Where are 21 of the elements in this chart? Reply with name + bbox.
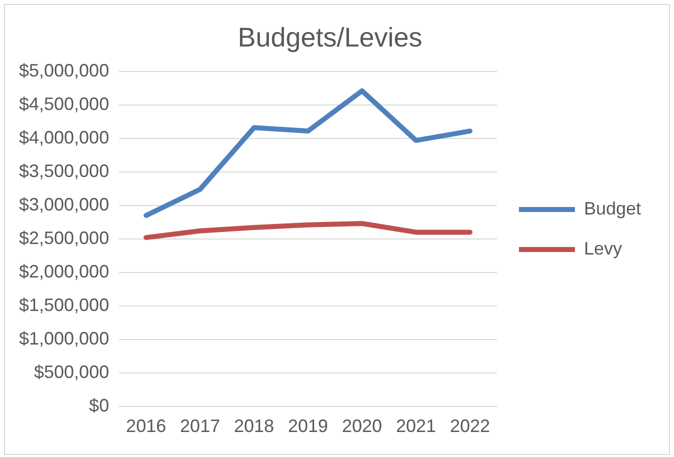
- x-tick-label: 2016: [126, 416, 166, 436]
- x-tick-label: 2022: [450, 416, 490, 436]
- y-tick-label: $500,000: [34, 362, 110, 382]
- y-tick-label: $4,000,000: [18, 127, 110, 148]
- y-tick-label: $2,000,000: [18, 261, 110, 282]
- y-tick-label: $4,500,000: [18, 94, 110, 114]
- y-tick-label: $1,500,000: [18, 294, 110, 315]
- x-tick-label: 2018: [234, 416, 274, 436]
- chart-title: Budgets/Levies: [238, 22, 422, 53]
- x-tick-label: 2020: [342, 416, 382, 436]
- y-tick-label: $0: [89, 395, 110, 416]
- y-tick-label: $5,000,000: [18, 60, 110, 80]
- y-tick-label: $3,000,000: [18, 194, 110, 214]
- legend-label: Budget: [584, 198, 642, 218]
- legend-label: Levy: [584, 238, 622, 258]
- x-tick-label: 2019: [288, 416, 328, 436]
- x-tick-label: 2017: [180, 416, 220, 436]
- x-tick-label: 2021: [396, 416, 436, 436]
- y-tick-label: $3,500,000: [18, 160, 110, 181]
- y-tick-label: $2,500,000: [18, 228, 110, 248]
- y-tick-label: $1,000,000: [18, 328, 110, 348]
